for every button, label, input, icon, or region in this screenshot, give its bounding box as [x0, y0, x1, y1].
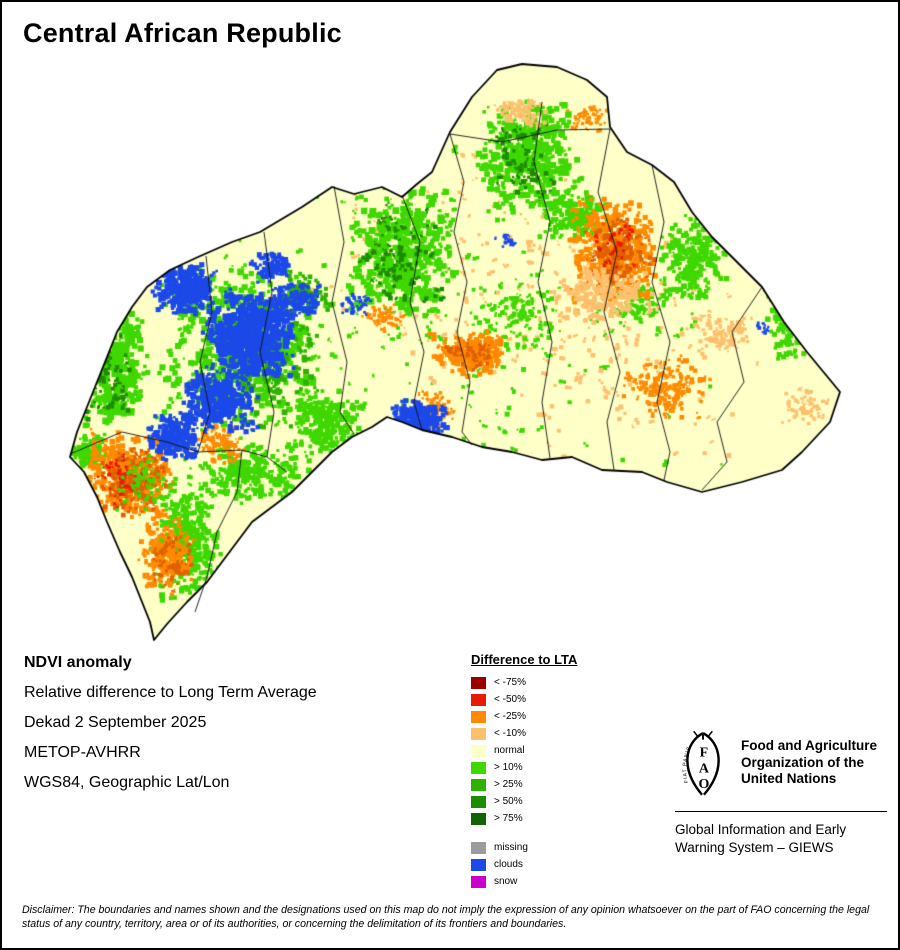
- dekad-date: Dekad 2 September 2025: [24, 714, 207, 731]
- product-description: Relative difference to Long Term Average: [24, 684, 317, 701]
- legend-label: snow: [494, 875, 518, 887]
- legend-color-swatch: [471, 778, 486, 791]
- fao-logo-letter: O: [698, 777, 709, 792]
- legend-row: < -50%: [471, 691, 611, 708]
- svg-text:FIAT PANIS: FIAT PANIS: [682, 745, 693, 783]
- fao-block: F A O FIAT PANIS Food and Agriculture Or…: [675, 728, 887, 856]
- projection-info: WGS84, Geographic Lat/Lon: [24, 774, 230, 791]
- legend-color-swatch: [471, 858, 486, 871]
- sensor-name: METOP-AVHRR: [24, 744, 141, 761]
- legend-row: clouds: [471, 856, 611, 873]
- legend-color-swatch: [471, 812, 486, 825]
- legend-color-swatch: [471, 693, 486, 706]
- fao-logo-letter: A: [699, 761, 710, 776]
- legend-label: < -10%: [494, 727, 526, 739]
- legend-extra-entries: missing clouds snow: [471, 839, 611, 890]
- legend-row: snow: [471, 873, 611, 890]
- fao-name-line: United Nations: [741, 771, 837, 787]
- legend-color-swatch: [471, 727, 486, 740]
- legend-label: normal: [494, 744, 525, 756]
- legend: Difference to LTA < -75% < -50% < -25% < -1…: [471, 652, 611, 890]
- legend-row: < -10%: [471, 725, 611, 742]
- fao-name-line: Food and Agriculture: [741, 738, 877, 754]
- fao-logo-motto: FIAT PANIS: [682, 745, 692, 783]
- legend-title: Difference to LTA: [471, 652, 578, 667]
- fao-name: Food and Agriculture Organization of the…: [741, 738, 877, 788]
- legend-color-swatch: [471, 761, 486, 774]
- legend-row: < -75%: [471, 674, 611, 691]
- legend-label: > 10%: [494, 761, 523, 773]
- legend-color-swatch: [471, 744, 486, 757]
- legend-row: > 25%: [471, 776, 611, 793]
- legend-color-swatch: [471, 710, 486, 723]
- legend-row: > 75%: [471, 810, 611, 827]
- fao-logo-letter: F: [700, 745, 709, 760]
- fao-logo-icon: F A O FIAT PANIS: [682, 730, 720, 796]
- fao-header: F A O FIAT PANIS Food and Agriculture Or…: [675, 728, 887, 798]
- legend-color-swatch: [471, 875, 486, 888]
- legend-color-swatch: [471, 676, 486, 689]
- legend-label: < -75%: [494, 676, 526, 688]
- fao-name-line: Organization of the: [741, 754, 864, 770]
- legend-color-swatch: [471, 841, 486, 854]
- legend-row: normal: [471, 742, 611, 759]
- legend-entries: < -75% < -50% < -25% < -10% normal > 10% > 25%…: [471, 674, 611, 827]
- ndvi-anomaly-map: [2, 2, 898, 662]
- legend-label: > 25%: [494, 778, 523, 790]
- legend-row: > 50%: [471, 793, 611, 810]
- disclaimer-text: Disclaimer: The boundaries and names sho…: [22, 904, 870, 930]
- giews-line: Global Information and Early: [675, 822, 847, 837]
- product-name: NDVI anomaly: [24, 654, 132, 671]
- legend-label: < -50%: [494, 693, 526, 705]
- giews-label: Global Information and Early Warning Sys…: [675, 821, 887, 856]
- legend-row: > 10%: [471, 759, 611, 776]
- divider: [675, 811, 887, 812]
- legend-row: missing: [471, 839, 611, 856]
- legend-label: missing: [494, 841, 528, 853]
- legend-label: < -25%: [494, 710, 526, 722]
- legend-row: < -25%: [471, 708, 611, 725]
- legend-label: > 75%: [494, 812, 523, 824]
- giews-line: Warning System – GIEWS: [675, 839, 834, 855]
- page-title: Central African Republic: [23, 18, 342, 48]
- legend-color-swatch: [471, 795, 486, 808]
- legend-label: clouds: [494, 858, 523, 870]
- legend-label: > 50%: [494, 795, 523, 807]
- map-metadata: NDVI anomaly Relative difference to Long…: [24, 648, 317, 798]
